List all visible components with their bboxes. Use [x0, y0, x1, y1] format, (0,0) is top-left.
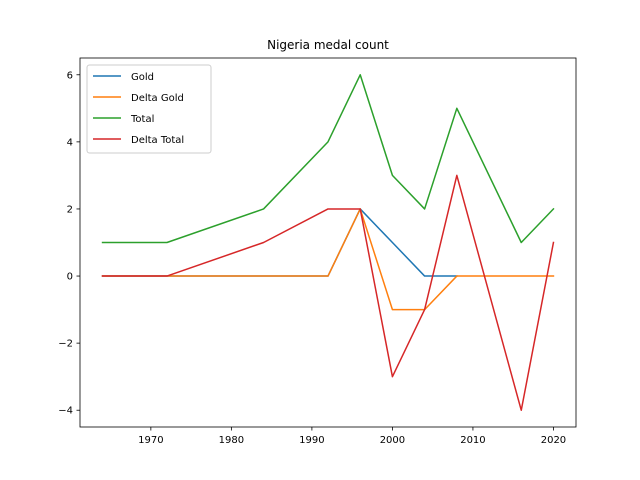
x-tick-label: 2020	[541, 435, 566, 446]
legend-label: Gold	[131, 72, 154, 83]
legend-label: Delta Gold	[131, 93, 184, 104]
y-tick-label: 0	[67, 272, 73, 283]
axes-frame	[79, 57, 577, 428]
series-line-delta-total	[101, 174, 555, 411]
y-tick-label: 2	[67, 204, 73, 215]
x-tick-label: 1970	[138, 435, 163, 446]
legend-box	[86, 64, 212, 154]
legend-label: Total	[130, 114, 154, 125]
x-tick-label: 2000	[380, 435, 405, 446]
x-tick-label: 1990	[299, 435, 324, 446]
axes-layer: 1970 1980 1990 2000 2010 2020 −4 −2 0 2 4 6	[58, 57, 577, 446]
y-tick-label: −4	[58, 406, 73, 417]
legend: Gold Delta Gold Total Delta Total	[86, 64, 212, 154]
legend-label: Delta Total	[131, 135, 184, 146]
y-tick-label: 6	[67, 70, 73, 81]
y-tick-label: −2	[58, 339, 73, 350]
series-line-delta-gold	[101, 208, 555, 311]
chart-title: Nigeria medal count	[267, 38, 389, 52]
series-line-total	[101, 74, 555, 244]
x-tick-label: 1980	[219, 435, 244, 446]
x-tick-label: 2010	[460, 435, 485, 446]
series-layer	[101, 74, 555, 411]
y-tick-label: 4	[67, 137, 73, 148]
